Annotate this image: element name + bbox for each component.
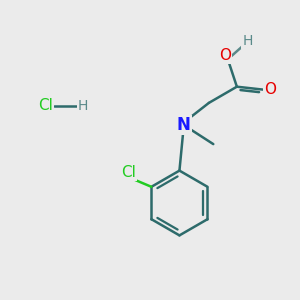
Text: Cl: Cl (38, 98, 53, 113)
Text: H: H (243, 34, 253, 48)
Text: O: O (264, 82, 276, 97)
Text: O: O (219, 48, 231, 63)
Text: N: N (177, 116, 191, 134)
Text: H: H (78, 99, 88, 113)
Text: Cl: Cl (121, 165, 136, 180)
